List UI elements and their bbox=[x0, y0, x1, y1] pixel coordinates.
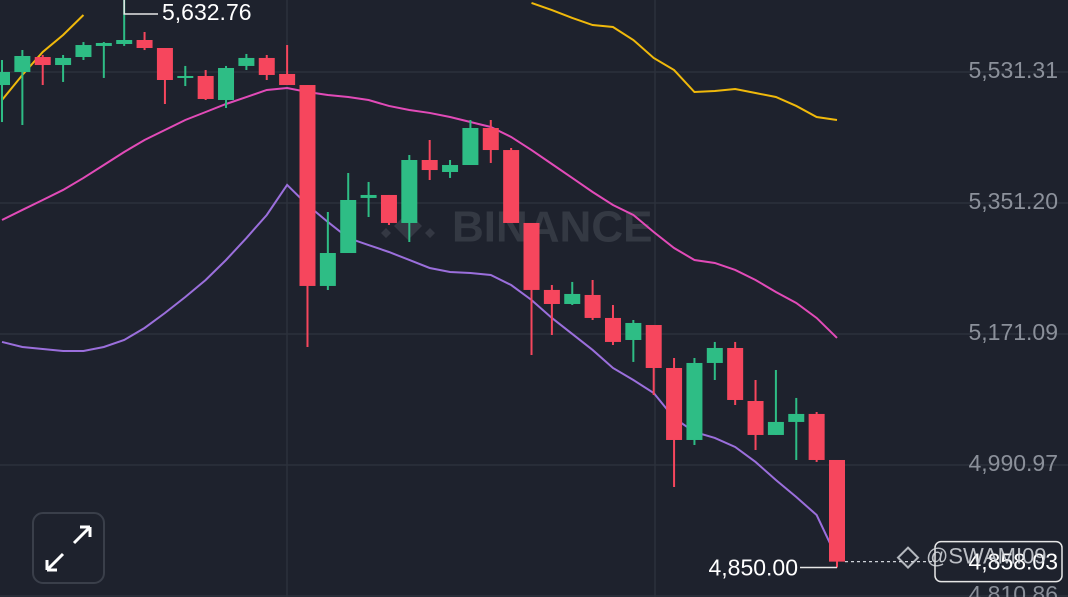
candle-body bbox=[747, 401, 764, 435]
candle-body bbox=[706, 347, 723, 363]
last-price-box bbox=[934, 540, 1063, 583]
candle-body bbox=[197, 75, 214, 99]
candle-body bbox=[340, 199, 357, 254]
candle-body bbox=[564, 293, 581, 304]
candle-body bbox=[523, 222, 540, 290]
candle-body bbox=[238, 57, 255, 66]
candle-body bbox=[258, 57, 275, 75]
candle-body bbox=[584, 294, 601, 318]
candle-body bbox=[360, 194, 377, 198]
candle-body bbox=[462, 127, 479, 166]
candle-body bbox=[808, 413, 825, 460]
candle-body bbox=[380, 194, 397, 223]
candle-body bbox=[666, 367, 683, 440]
candle-body bbox=[503, 150, 520, 223]
watermark: BINANCE bbox=[452, 203, 652, 252]
candle-body bbox=[604, 317, 621, 342]
candle-body bbox=[421, 159, 438, 171]
moving-average bbox=[1, 86, 838, 339]
candle-body bbox=[319, 253, 336, 286]
candle-body bbox=[156, 47, 173, 80]
candle-body bbox=[177, 75, 194, 78]
candle-body bbox=[686, 362, 703, 440]
expand-icon bbox=[45, 525, 92, 572]
max-label: 5,632.76 bbox=[162, 0, 252, 25]
moving-average bbox=[1, 2, 838, 121]
candle-body bbox=[299, 85, 316, 286]
candle-body bbox=[75, 45, 92, 58]
candle-body bbox=[482, 127, 499, 151]
moving-average bbox=[1, 183, 838, 559]
last-price-label: 4,858.03 bbox=[968, 549, 1058, 575]
min-label: 4,850.00 bbox=[708, 555, 798, 581]
candle-body bbox=[34, 57, 51, 66]
max-marker bbox=[123, 0, 158, 15]
candle-body bbox=[95, 42, 112, 46]
y-tick-label: 4,990.97 bbox=[968, 450, 1058, 476]
expand-button[interactable] bbox=[32, 512, 105, 584]
candle-body bbox=[543, 289, 560, 304]
candle-body bbox=[645, 325, 662, 368]
candle-body bbox=[829, 459, 845, 562]
candle-body bbox=[0, 71, 10, 86]
candle-body bbox=[401, 159, 418, 223]
candle-body bbox=[625, 322, 642, 340]
candle-body bbox=[218, 67, 235, 100]
candle-body bbox=[279, 73, 296, 86]
candle-body bbox=[55, 57, 72, 66]
candle-body bbox=[116, 39, 133, 44]
y-tick-label: 5,351.20 bbox=[968, 188, 1058, 214]
candle-body bbox=[442, 165, 459, 172]
watermark-logo bbox=[381, 212, 435, 240]
candle-body bbox=[14, 55, 31, 72]
y-tick-label: 5,171.09 bbox=[968, 319, 1058, 345]
y-tick-label: 4,810.86 bbox=[968, 581, 1058, 597]
user-watermark: @SWAMI09 bbox=[926, 543, 1047, 568]
candle-body bbox=[788, 413, 805, 422]
y-tick-label: 5,531.31 bbox=[968, 57, 1058, 83]
candle-body bbox=[136, 39, 153, 48]
candle-body bbox=[767, 421, 784, 435]
user-watermark-icon bbox=[896, 546, 920, 570]
candle-body bbox=[727, 347, 744, 400]
